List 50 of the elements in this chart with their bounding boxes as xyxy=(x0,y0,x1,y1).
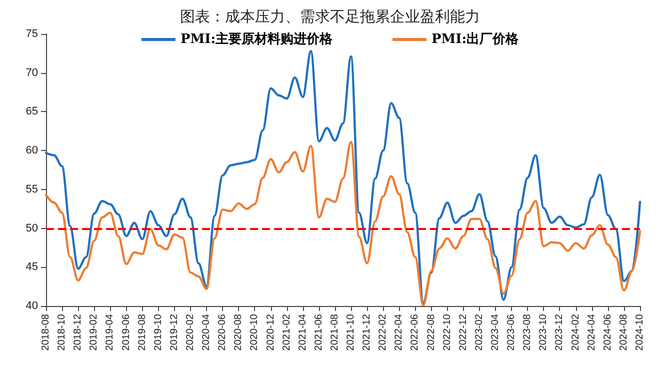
x-tick-label: 2022-10 xyxy=(442,314,453,351)
x-tick-label: 2020-08 xyxy=(233,314,244,351)
x-tick-label: 2022-08 xyxy=(426,314,437,351)
x-tick-label: 2019-04 xyxy=(104,314,116,351)
x-tick-label: 2024-10 xyxy=(634,314,646,351)
y-tick-label: 55 xyxy=(26,183,38,196)
line-series xyxy=(44,50,642,304)
y-tick-label: 60 xyxy=(26,144,38,157)
x-tick-label: 2019-08 xyxy=(136,314,148,351)
x-tick-label: 2020-02 xyxy=(184,314,196,351)
x-tick-label: 2021-10 xyxy=(346,314,357,351)
legend-label: PMI:主要原材料购进价格 xyxy=(180,31,334,47)
x-tick-label: 2018-08 xyxy=(40,314,52,351)
y-tick-label: 75 xyxy=(26,28,38,40)
x-tick-label: 2019-06 xyxy=(120,314,132,351)
x-tick-label: 2023-12 xyxy=(554,314,566,351)
x-tick-label: 2019-12 xyxy=(168,314,180,351)
x-tick-label: 2023-02 xyxy=(474,314,485,351)
x-tick-label: 2020-12 xyxy=(265,314,276,351)
x-tick-label: 2024-08 xyxy=(618,314,630,351)
x-tick-label: 2019-02 xyxy=(88,314,100,351)
x-tick-label: 2023-06 xyxy=(506,314,518,351)
x-tick-label: 2021-06 xyxy=(313,314,324,351)
legend-label: PMI:出厂价格 xyxy=(432,32,520,47)
x-tick-label: 2022-06 xyxy=(410,314,421,351)
x-tick-label: 2022-04 xyxy=(394,314,405,351)
x-tick-label: 2023-10 xyxy=(538,314,550,351)
x-tick-label: 2019-10 xyxy=(152,314,164,351)
x-tick-label: 2020-04 xyxy=(201,314,212,351)
x-tick-label: 2021-08 xyxy=(329,314,340,351)
x-tick-label: 2020-10 xyxy=(249,314,260,351)
y-tick-label: 65 xyxy=(26,106,38,118)
y-tick-label: 50 xyxy=(26,222,38,234)
x-tick-label: 2023-08 xyxy=(522,314,534,351)
y-tick-label: 45 xyxy=(26,261,38,274)
x-tick-label: 2022-02 xyxy=(378,314,389,351)
x-tick-label: 2018-12 xyxy=(72,314,84,351)
x-tick-label: 2021-02 xyxy=(281,314,292,351)
x-tick-label: 2022-12 xyxy=(458,314,469,351)
chart-title: 图表：成本压力、需求不足拖累企业盈利能力 xyxy=(180,8,480,26)
y-tick-label: 70 xyxy=(26,66,38,79)
x-tick-label: 2021-12 xyxy=(362,314,373,351)
x-tick-label: 2024-06 xyxy=(602,314,614,351)
x-tick-label: 2021-04 xyxy=(297,314,308,351)
x-tick-label: 2023-04 xyxy=(490,314,502,351)
y-tick-label: 40 xyxy=(26,300,38,312)
x-tick-label: 2018-10 xyxy=(56,314,68,351)
x-tick-label: 2020-06 xyxy=(217,314,228,351)
x-tick-label: 2024-02 xyxy=(570,314,582,351)
x-tick-label: 2024-04 xyxy=(586,314,598,351)
